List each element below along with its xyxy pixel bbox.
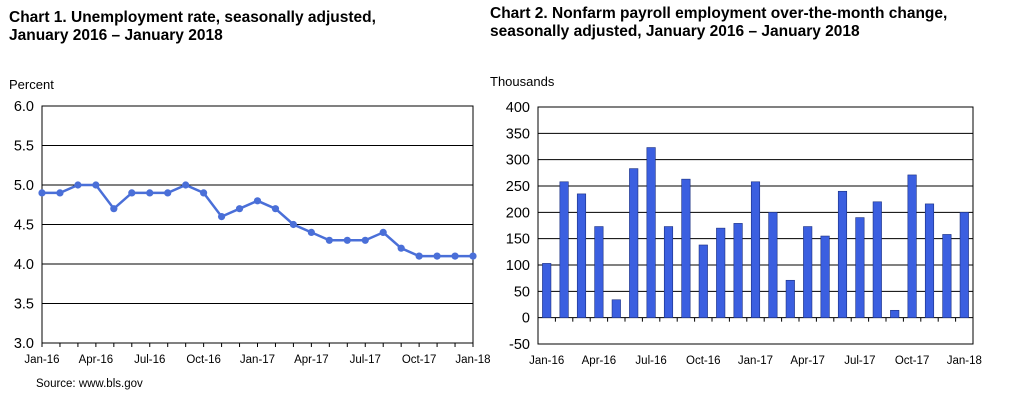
chart2-y-tick-label: 250 bbox=[506, 179, 530, 195]
chart2-y-axis-label: Thousands bbox=[490, 74, 555, 89]
chart2-x-tick-label: Jul-16 bbox=[635, 355, 666, 367]
chart2-x-tick-label: Apr-16 bbox=[582, 355, 617, 367]
chart2-bar bbox=[785, 279, 795, 318]
chart2-bar bbox=[924, 203, 935, 318]
chart1-data-point bbox=[469, 252, 477, 260]
chart1-data-point bbox=[235, 205, 244, 213]
chart2-bar bbox=[611, 299, 621, 318]
chart2-bar bbox=[803, 226, 813, 318]
chart1-x-tick-label: Oct-16 bbox=[186, 354, 221, 366]
chart2-bar bbox=[559, 181, 569, 318]
chart2-bar bbox=[629, 168, 639, 318]
chart2-bar bbox=[681, 178, 691, 318]
chart1-data-point bbox=[307, 228, 315, 236]
chart1-data-point bbox=[146, 189, 154, 197]
chart1-data-point bbox=[361, 236, 369, 244]
chart1-data-point bbox=[325, 236, 333, 244]
chart2-bar bbox=[942, 234, 952, 318]
chart2-x-tick-label: Jan-17 bbox=[738, 355, 773, 367]
chart2-y-tick-label: 350 bbox=[506, 126, 530, 142]
chart1-x-tick-label: Apr-16 bbox=[79, 354, 114, 366]
chart2-title-line2: seasonally adjusted, January 2016 – Janu… bbox=[490, 23, 860, 40]
chart2-y-tick-label: -50 bbox=[509, 337, 530, 353]
chart2-y-tick-label: 300 bbox=[506, 153, 530, 169]
chart2-bar bbox=[837, 190, 848, 318]
chart2-bar bbox=[820, 235, 830, 318]
chart1-title-line1: Chart 1. Unemployment rate, seasonally a… bbox=[9, 9, 376, 26]
chart1-x-tick-label: Jan-18 bbox=[455, 354, 490, 366]
chart2-x-tick-label: Jul-17 bbox=[844, 355, 875, 367]
chart1-title-line2: January 2016 – January 2018 bbox=[9, 27, 223, 44]
chart2-x-tick-label: Oct-16 bbox=[686, 355, 721, 367]
chart2-title-line1: Chart 2. Nonfarm payroll employment over… bbox=[490, 5, 947, 22]
chart2-y-tick-label: 0 bbox=[522, 311, 530, 327]
chart1-series-line bbox=[42, 183, 473, 258]
chart2-bar bbox=[542, 263, 552, 318]
chart2-bar bbox=[663, 226, 674, 318]
chart1-data-point bbox=[415, 252, 423, 260]
chart1-x-tick-label: Jul-16 bbox=[134, 354, 165, 366]
chart2-bar bbox=[594, 226, 604, 318]
chart2-bar bbox=[907, 174, 917, 318]
chart1-data-point bbox=[164, 189, 172, 197]
chart1-y-tick-label: 5.5 bbox=[14, 139, 34, 155]
chart2-bar bbox=[576, 193, 587, 318]
chart2-bar bbox=[959, 212, 969, 318]
chart2-bar bbox=[733, 223, 743, 318]
chart1-y-tick-label: 5.0 bbox=[14, 178, 34, 194]
chart2-bar bbox=[890, 309, 900, 318]
chart1-y-tick-label: 3.0 bbox=[14, 336, 34, 352]
chart2-x-tick-label: Jan-18 bbox=[947, 355, 982, 367]
chart1-data-point bbox=[379, 228, 387, 236]
chart1-data-point bbox=[182, 181, 190, 189]
source-note: Source: www.bls.gov bbox=[36, 378, 143, 390]
chart2-x-tick-label: Apr-17 bbox=[790, 355, 825, 367]
chart2-bar bbox=[872, 201, 882, 318]
chart1-data-point bbox=[253, 197, 262, 205]
chart1-data-point bbox=[451, 252, 459, 260]
chart1-data-point bbox=[433, 252, 441, 260]
chart1-y-tick-label: 6.0 bbox=[14, 99, 34, 115]
chart2-bar bbox=[646, 147, 656, 318]
chart1-data-point bbox=[38, 189, 46, 197]
chart2-y-tick-label: 50 bbox=[514, 284, 530, 300]
chart1-data-point bbox=[343, 236, 351, 244]
chart1-x-tick-label: Jul-17 bbox=[350, 354, 381, 366]
chart2-bar bbox=[698, 244, 708, 318]
chart1-x-tick-label: Oct-17 bbox=[402, 354, 437, 366]
chart2-bar bbox=[768, 212, 778, 318]
chart2-y-tick-label: 150 bbox=[506, 232, 530, 248]
chart2-y-tick-label: 400 bbox=[506, 100, 530, 116]
chart1-data-point bbox=[397, 244, 405, 252]
chart1-plot: 6.0 5.5 5.0 4.5 4.0 3.5 3.0 Jan-16 Apr-16 Jul-16 O… bbox=[14, 99, 491, 366]
chart2-y-tick-label: 100 bbox=[506, 258, 530, 274]
chart1-data-point bbox=[271, 205, 280, 213]
chart2-x-tick-label: Jan-16 bbox=[529, 355, 564, 367]
chart1-y-tick-label: 3.5 bbox=[14, 297, 34, 313]
chart2-x-tick-label: Oct-17 bbox=[895, 355, 930, 367]
chart1-y-axis-label: Percent bbox=[9, 77, 54, 92]
chart2-bar bbox=[750, 181, 761, 318]
chart2-bar bbox=[855, 217, 865, 318]
chart1-data-point bbox=[56, 189, 64, 197]
chart1-x-tick-label: Jan-16 bbox=[24, 354, 59, 366]
chart2-y-tick-label: 200 bbox=[506, 205, 530, 221]
chart2-plot: 400 350 300 250 200 150 100 50 0 -50 Jan-16 Apr-16 J… bbox=[506, 100, 982, 367]
chart1-data-point bbox=[110, 205, 118, 213]
chart2-plot-frame bbox=[537, 106, 974, 345]
chart1-x-tick-label: Apr-17 bbox=[294, 354, 329, 366]
chart1-data-point bbox=[289, 220, 298, 229]
chart1-x-tick-label: Jan-17 bbox=[240, 354, 275, 366]
chart1-data-point bbox=[92, 181, 100, 189]
chart2-bar bbox=[716, 227, 726, 318]
chart1-data-point bbox=[128, 189, 136, 197]
chart1-data-point bbox=[200, 189, 208, 197]
chart1-y-tick-label: 4.0 bbox=[14, 257, 34, 273]
chart1-data-point bbox=[74, 181, 82, 189]
chart1-data-point bbox=[217, 213, 226, 221]
chart1-y-tick-label: 4.5 bbox=[14, 218, 34, 234]
